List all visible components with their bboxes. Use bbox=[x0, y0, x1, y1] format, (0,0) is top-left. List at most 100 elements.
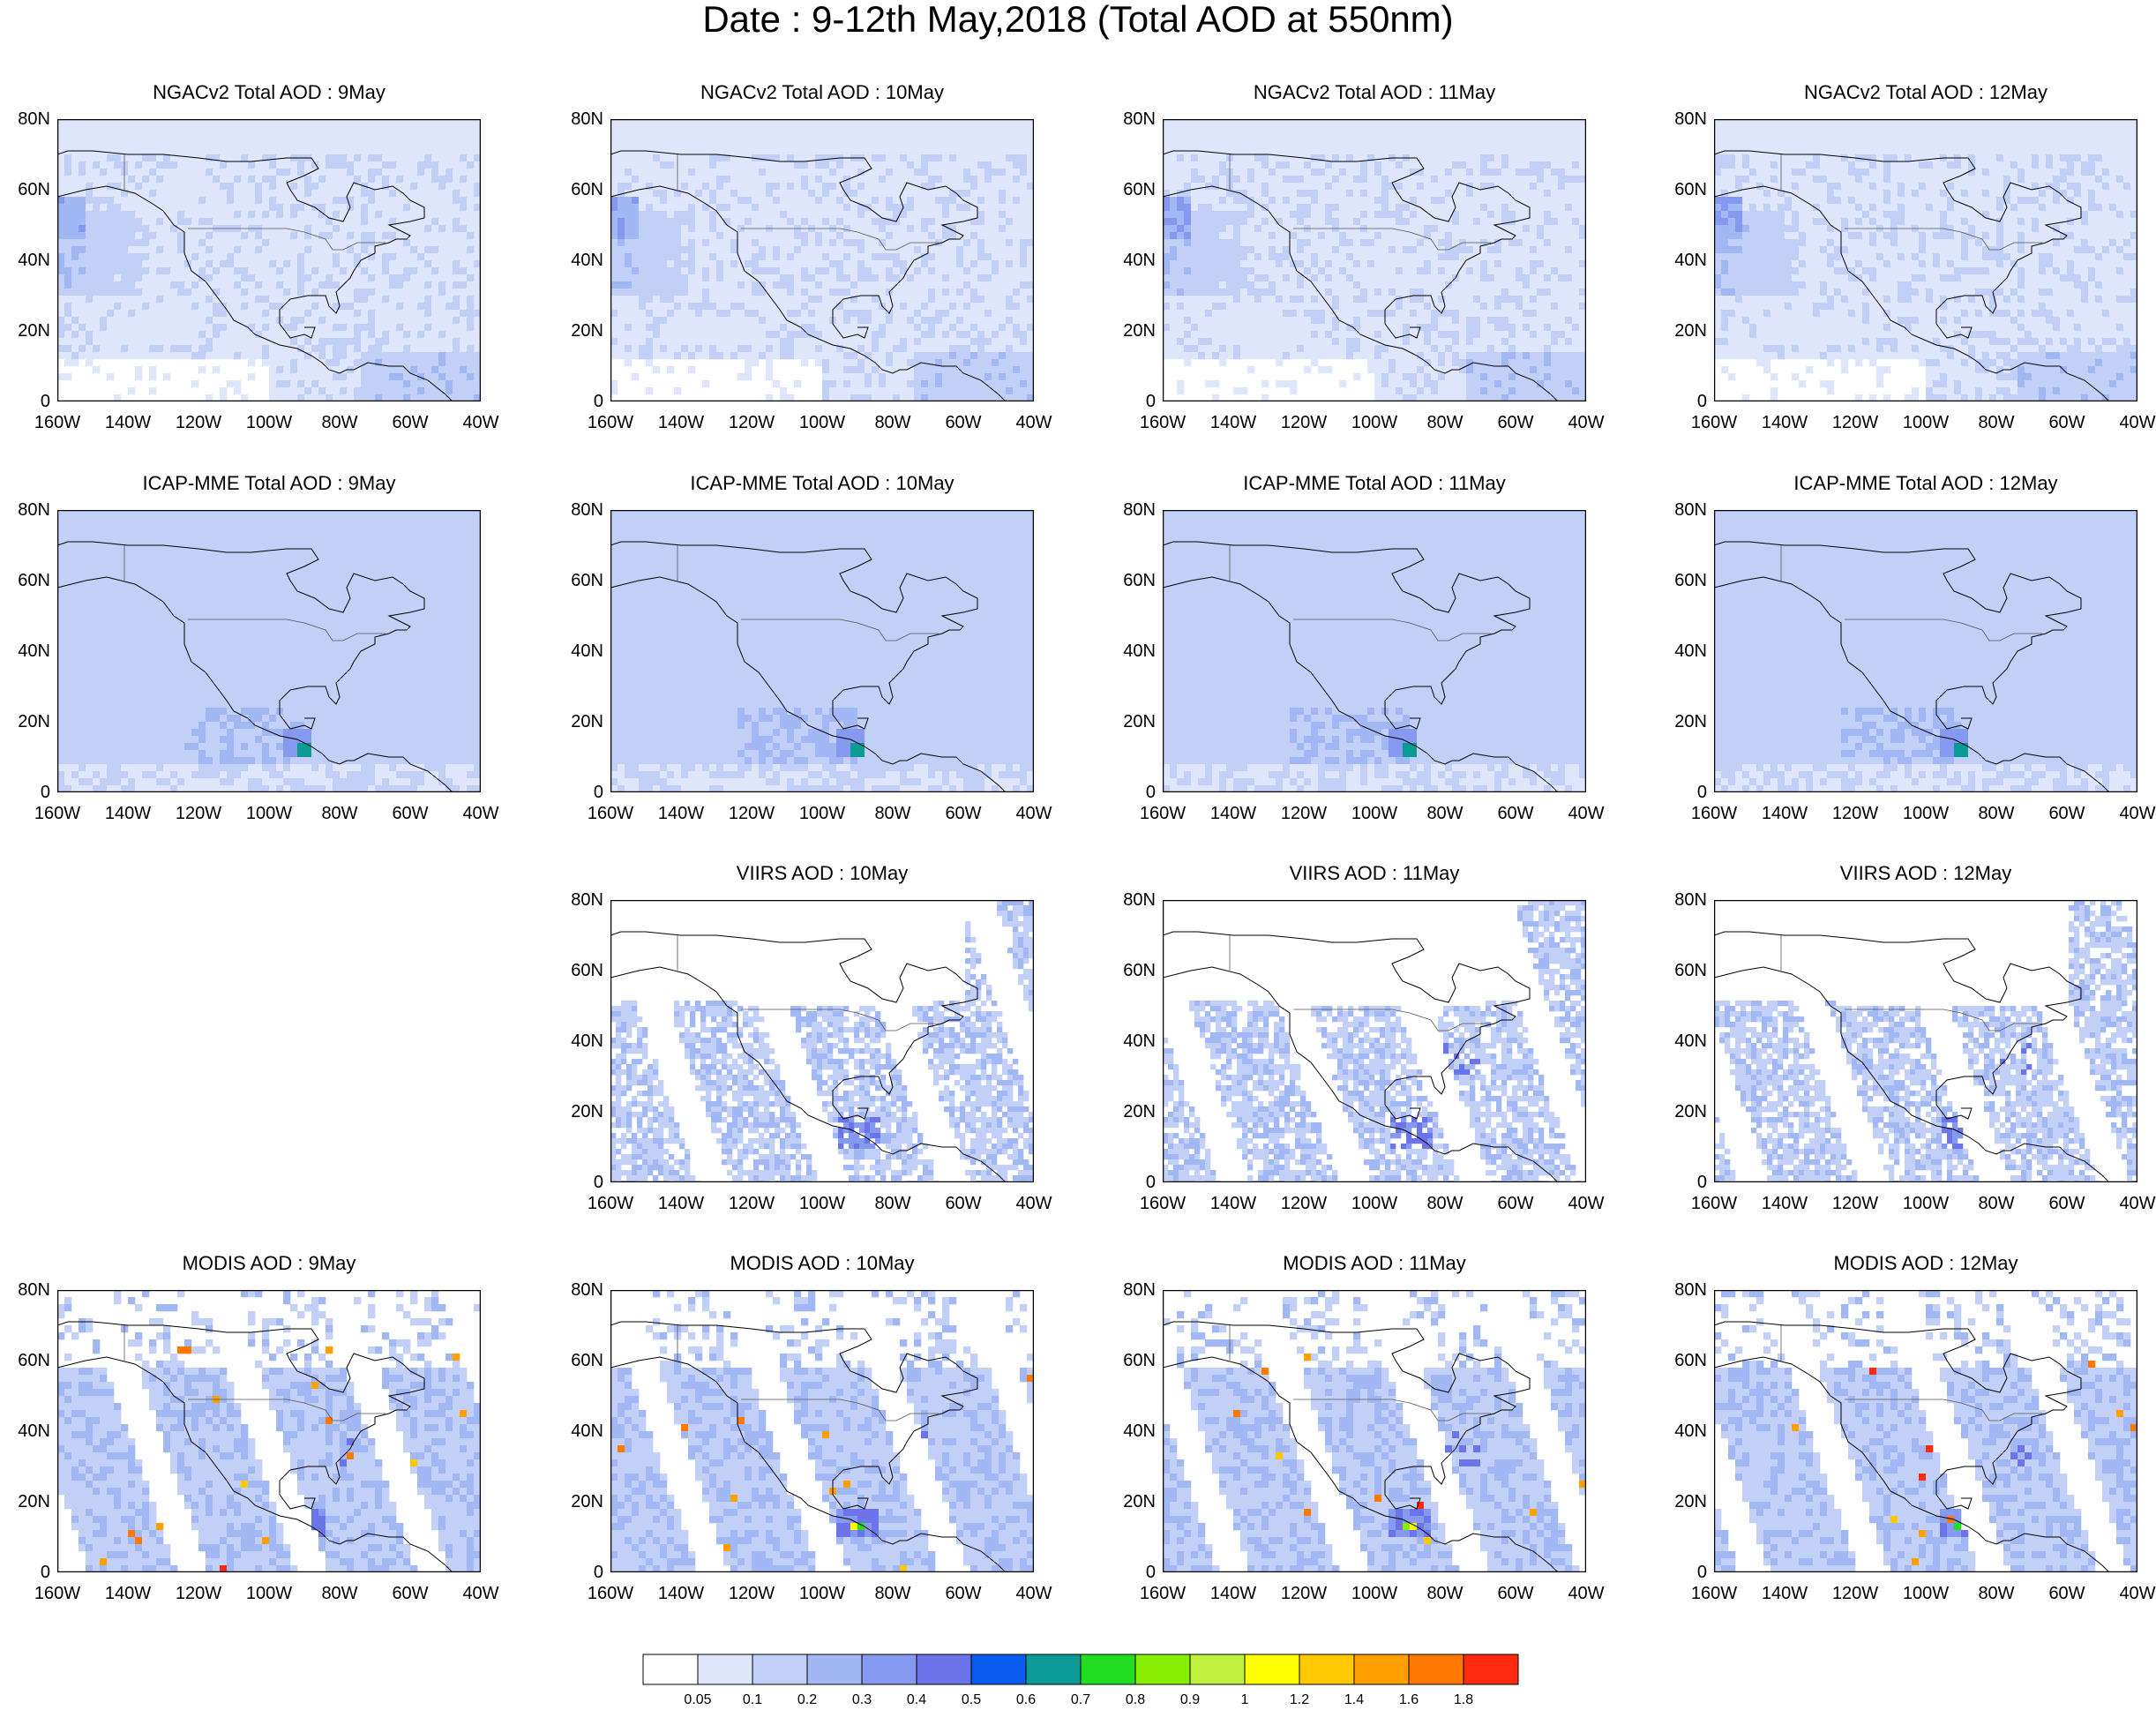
colorbar-label: 0.8 bbox=[1109, 1692, 1162, 1708]
x-tick-label: 140W bbox=[93, 414, 163, 431]
x-tick-label: 160W bbox=[1679, 805, 1749, 822]
y-tick-label: 60N bbox=[550, 1352, 603, 1369]
map-ngac-12 bbox=[1714, 119, 2137, 401]
coastline bbox=[610, 931, 1007, 1182]
y-tick-label: 60N bbox=[1654, 1352, 1707, 1369]
x-tick-label: 100W bbox=[1890, 805, 1961, 822]
x-tick-label: 100W bbox=[1339, 1195, 1410, 1212]
x-tick-label: 120W bbox=[1820, 414, 1890, 431]
y-tick-label: 60N bbox=[1103, 181, 1156, 199]
y-tick-label: 20N bbox=[1103, 713, 1156, 731]
y-tick-label: 20N bbox=[1654, 1103, 1707, 1121]
x-tick-label: 120W bbox=[1269, 414, 1339, 431]
x-tick-label: 80W bbox=[1961, 1585, 2032, 1602]
x-tick-label: 160W bbox=[1127, 805, 1198, 822]
panel-title-icap-11: ICAP-MME Total AOD : 11May bbox=[1127, 473, 1621, 494]
y-tick-label: 40N bbox=[550, 1422, 603, 1440]
colorbar-swatch bbox=[861, 1654, 917, 1685]
x-tick-label: 120W bbox=[163, 1585, 234, 1602]
y-tick-label: 20N bbox=[1654, 322, 1707, 340]
colorbar-swatch bbox=[916, 1654, 972, 1685]
colorbar-swatch bbox=[1244, 1654, 1300, 1685]
x-tick-label: 140W bbox=[1749, 805, 1820, 822]
x-tick-label: 160W bbox=[22, 805, 93, 822]
y-tick-label: 40N bbox=[1103, 1032, 1156, 1050]
colorbar-label: 1.6 bbox=[1382, 1692, 1435, 1708]
y-tick-label: 40N bbox=[1654, 642, 1707, 660]
x-tick-label: 60W bbox=[2032, 1585, 2102, 1602]
x-tick-label: 40W bbox=[2102, 1195, 2156, 1212]
y-tick-label: 40N bbox=[1654, 251, 1707, 269]
x-tick-label: 140W bbox=[646, 414, 716, 431]
coastline bbox=[1163, 1321, 1559, 1572]
x-tick-label: 80W bbox=[1410, 805, 1480, 822]
y-tick-label: 80N bbox=[550, 110, 603, 128]
map-ngac-9 bbox=[57, 119, 481, 401]
map-icap-10 bbox=[610, 510, 1034, 792]
aod-field bbox=[1714, 510, 2137, 792]
y-tick-label: 40N bbox=[1654, 1422, 1707, 1440]
x-tick-label: 160W bbox=[575, 805, 646, 822]
panel-title-modis-11: MODIS AOD : 11May bbox=[1127, 1253, 1621, 1274]
aod-field bbox=[1163, 1290, 1586, 1572]
x-tick-label: 100W bbox=[234, 805, 304, 822]
colorbar-swatch bbox=[806, 1654, 863, 1685]
panel-title-modis-10: MODIS AOD : 10May bbox=[575, 1253, 1069, 1274]
aod-field bbox=[57, 510, 481, 792]
coastline bbox=[57, 1321, 453, 1572]
aod-field bbox=[610, 900, 1034, 1182]
x-tick-label: 140W bbox=[646, 1195, 716, 1212]
x-tick-label: 80W bbox=[1961, 414, 2032, 431]
coastline bbox=[1163, 150, 1559, 401]
y-tick-label: 20N bbox=[550, 1493, 603, 1511]
y-tick-label: 60N bbox=[1103, 572, 1156, 589]
x-tick-label: 100W bbox=[787, 1585, 857, 1602]
x-tick-label: 100W bbox=[787, 1195, 857, 1212]
y-tick-label: 60N bbox=[1654, 572, 1707, 589]
x-tick-label: 60W bbox=[375, 805, 445, 822]
y-tick-label: 80N bbox=[1654, 891, 1707, 909]
y-tick-label: 0 bbox=[1103, 393, 1156, 410]
y-tick-label: 80N bbox=[0, 110, 50, 128]
x-tick-label: 60W bbox=[2032, 414, 2102, 431]
y-tick-label: 80N bbox=[0, 1281, 50, 1299]
map-icap-11 bbox=[1163, 510, 1586, 792]
aod-field bbox=[610, 1290, 1034, 1572]
y-tick-label: 40N bbox=[0, 642, 50, 660]
x-tick-label: 60W bbox=[375, 1585, 445, 1602]
colorbar-label: 1.2 bbox=[1273, 1692, 1326, 1708]
coastline bbox=[57, 150, 453, 401]
y-tick-label: 80N bbox=[550, 1281, 603, 1299]
map-modis-12 bbox=[1714, 1290, 2137, 1572]
y-tick-label: 80N bbox=[1103, 110, 1156, 128]
colorbar-label: 0.5 bbox=[945, 1692, 998, 1708]
y-tick-label: 40N bbox=[550, 1032, 603, 1050]
x-tick-label: 140W bbox=[1198, 414, 1269, 431]
aod-field bbox=[1163, 119, 1586, 401]
y-tick-label: 60N bbox=[0, 572, 50, 589]
x-tick-label: 80W bbox=[857, 1195, 928, 1212]
y-tick-label: 40N bbox=[1103, 251, 1156, 269]
colorbar-swatch bbox=[1189, 1654, 1246, 1685]
y-tick-label: 60N bbox=[0, 1352, 50, 1369]
x-tick-label: 160W bbox=[1127, 1195, 1198, 1212]
x-tick-label: 140W bbox=[1198, 1195, 1269, 1212]
colorbar-label: 0.2 bbox=[781, 1692, 834, 1708]
coastline bbox=[1714, 541, 2110, 792]
colorbar-swatch bbox=[1080, 1654, 1136, 1685]
x-tick-label: 160W bbox=[1679, 1195, 1749, 1212]
coastline bbox=[610, 541, 1007, 792]
x-tick-label: 40W bbox=[445, 414, 516, 431]
y-tick-label: 0 bbox=[1654, 1564, 1707, 1581]
panel-title-viirs-11: VIIRS AOD : 11May bbox=[1127, 863, 1621, 884]
map-modis-11 bbox=[1163, 1290, 1586, 1572]
x-tick-label: 40W bbox=[1551, 805, 1621, 822]
colorbar-swatch bbox=[697, 1654, 753, 1685]
x-tick-label: 120W bbox=[716, 1585, 787, 1602]
x-tick-label: 100W bbox=[1339, 414, 1410, 431]
x-tick-label: 120W bbox=[1269, 805, 1339, 822]
coastline bbox=[1714, 150, 2110, 401]
x-tick-label: 80W bbox=[304, 1585, 375, 1602]
x-tick-label: 60W bbox=[1480, 1585, 1551, 1602]
x-tick-label: 60W bbox=[928, 414, 999, 431]
